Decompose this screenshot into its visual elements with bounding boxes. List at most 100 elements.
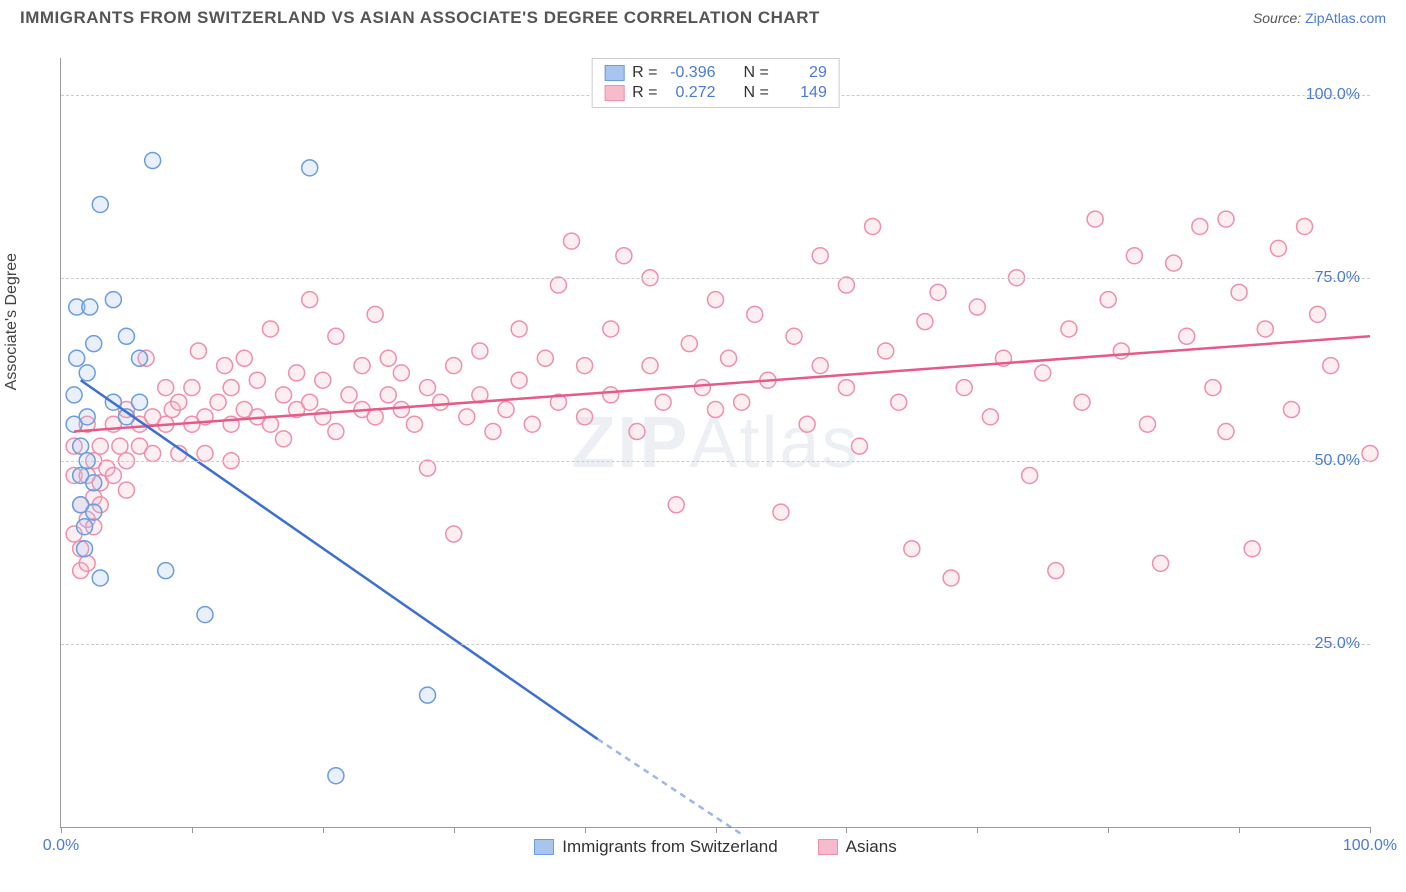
- data-point: [302, 394, 318, 410]
- data-point: [82, 299, 98, 315]
- data-point: [1126, 248, 1142, 264]
- data-point: [891, 394, 907, 410]
- data-point: [681, 336, 697, 352]
- data-point: [446, 526, 462, 542]
- legend-swatch-bottom-1: [534, 839, 554, 855]
- data-point: [77, 541, 93, 557]
- data-point: [1179, 328, 1195, 344]
- legend-swatch-series2: [604, 85, 624, 101]
- legend-series: Immigrants from Switzerland Asians: [61, 837, 1370, 857]
- data-point: [865, 218, 881, 234]
- data-point: [433, 394, 449, 410]
- data-point: [118, 328, 134, 344]
- data-point: [1205, 380, 1221, 396]
- data-point: [276, 387, 292, 403]
- data-point: [969, 299, 985, 315]
- legend-row-series2: R = 0.272 N = 149: [604, 83, 827, 103]
- r-value-series2: 0.272: [666, 84, 716, 102]
- header: IMMIGRANTS FROM SWITZERLAND VS ASIAN ASS…: [0, 0, 1406, 32]
- data-point: [210, 394, 226, 410]
- source-credit: Source: ZipAtlas.com: [1253, 10, 1386, 26]
- data-point: [341, 387, 357, 403]
- data-point: [459, 409, 475, 425]
- data-point: [132, 350, 148, 366]
- source-label: Source:: [1253, 10, 1301, 26]
- data-point: [380, 350, 396, 366]
- data-point: [406, 416, 422, 432]
- data-point: [79, 555, 95, 571]
- data-point: [668, 497, 684, 513]
- data-point: [498, 402, 514, 418]
- data-point: [485, 424, 501, 440]
- plot-area: ZIPAtlas R = -0.396 N = 29 R = 0.272 N =…: [60, 58, 1370, 828]
- data-point: [851, 438, 867, 454]
- data-point: [1139, 416, 1155, 432]
- data-point: [1048, 563, 1064, 579]
- data-point: [86, 336, 102, 352]
- data-point: [1270, 240, 1286, 256]
- x-tick: [192, 827, 193, 833]
- data-point: [603, 321, 619, 337]
- data-point: [86, 475, 102, 491]
- data-point: [577, 358, 593, 374]
- legend-item-series2: Asians: [818, 837, 897, 857]
- x-tick: [585, 827, 586, 833]
- data-point: [367, 306, 383, 322]
- source-link[interactable]: ZipAtlas.com: [1305, 10, 1386, 26]
- chart-svg: [61, 58, 1370, 827]
- data-point: [799, 416, 815, 432]
- data-point: [69, 350, 85, 366]
- data-point: [184, 380, 200, 396]
- data-point: [838, 277, 854, 293]
- legend-row-series1: R = -0.396 N = 29: [604, 63, 827, 83]
- x-tick: [61, 827, 62, 833]
- data-point: [694, 380, 710, 396]
- data-point: [276, 431, 292, 447]
- data-point: [86, 504, 102, 520]
- data-point: [289, 365, 305, 381]
- data-point: [1362, 445, 1378, 461]
- data-point: [79, 409, 95, 425]
- y-axis-label: Associate's Degree: [3, 253, 21, 390]
- data-point: [1218, 211, 1234, 227]
- data-point: [145, 445, 161, 461]
- trendline: [74, 336, 1370, 431]
- x-tick-label: 100.0%: [1343, 837, 1397, 855]
- data-point: [328, 424, 344, 440]
- r-label: R =: [632, 64, 657, 82]
- data-point: [79, 365, 95, 381]
- data-point: [629, 424, 645, 440]
- data-point: [1022, 467, 1038, 483]
- n-label: N =: [744, 64, 769, 82]
- legend-label-series2: Asians: [846, 837, 897, 857]
- trendline-dashed: [598, 739, 742, 834]
- data-point: [171, 394, 187, 410]
- data-point: [577, 409, 593, 425]
- legend-stats: R = -0.396 N = 29 R = 0.272 N = 149: [591, 58, 840, 108]
- data-point: [1244, 541, 1260, 557]
- y-tick-label: 25.0%: [1315, 635, 1360, 653]
- x-tick: [846, 827, 847, 833]
- data-point: [302, 292, 318, 308]
- data-point: [1323, 358, 1339, 374]
- data-point: [105, 292, 121, 308]
- data-point: [1231, 284, 1247, 300]
- legend-swatch-bottom-2: [818, 839, 838, 855]
- data-point: [812, 358, 828, 374]
- gridline: [61, 278, 1370, 279]
- data-point: [930, 284, 946, 300]
- x-tick: [977, 827, 978, 833]
- data-point: [73, 438, 89, 454]
- data-point: [1166, 255, 1182, 271]
- data-point: [77, 519, 93, 535]
- data-point: [367, 409, 383, 425]
- data-point: [158, 563, 174, 579]
- x-tick: [1239, 827, 1240, 833]
- data-point: [655, 394, 671, 410]
- x-tick: [716, 827, 717, 833]
- data-point: [1257, 321, 1273, 337]
- gridline: [61, 461, 1370, 462]
- data-point: [812, 248, 828, 264]
- data-point: [1192, 218, 1208, 234]
- x-tick-label: 0.0%: [43, 837, 79, 855]
